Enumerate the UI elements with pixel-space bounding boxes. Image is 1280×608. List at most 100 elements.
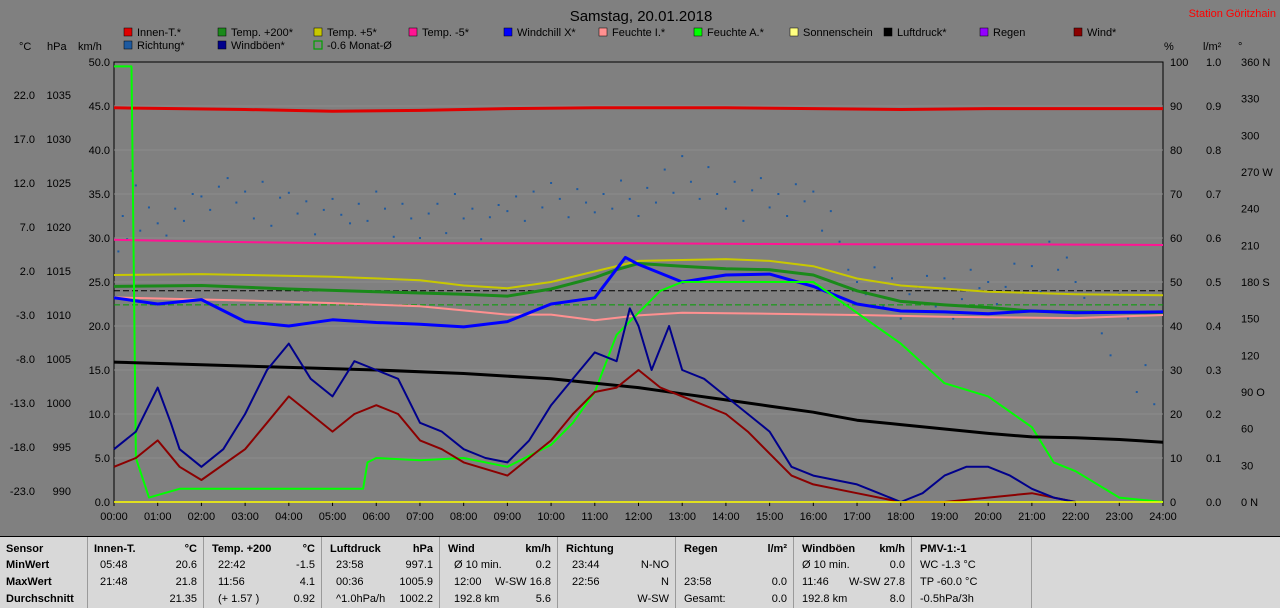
stats-header-cell: l/m²: [767, 543, 787, 555]
stats-cell: 22:42: [218, 559, 246, 571]
direction-point: [427, 212, 430, 215]
pressure-tick-label: 1020: [47, 222, 71, 234]
stats-footer: Sensor MinWert MaxWert Durchschnitt Innen-T.…: [0, 536, 1280, 608]
humidity-tick-label: 90: [1170, 101, 1182, 113]
stats-panel: Richtung 23:44 N-NO 22:56 N W-SW: [558, 537, 676, 608]
direction-point: [209, 208, 212, 211]
x-tick-label: 18:00: [887, 511, 915, 523]
direction-point: [410, 217, 413, 220]
legend-feuchte-i-swatch: [598, 27, 608, 37]
temp-tick-label: -13.0: [10, 398, 35, 410]
direction-point: [646, 186, 649, 189]
x-tick-label: 19:00: [931, 511, 959, 523]
legend-wind-swatch: [1073, 27, 1083, 37]
stats-cell: W-SW: [637, 593, 669, 605]
direction-point: [200, 195, 203, 198]
stats-row: 11:46 W-SW 27.8: [794, 574, 911, 591]
x-tick-label: 23:00: [1106, 511, 1134, 523]
stats-row: -0.5hPa/3h: [912, 591, 1031, 608]
stats-header-row: Luftdruck hPa: [322, 541, 439, 558]
direction-tick-label: 270 W: [1241, 167, 1273, 179]
direction-point: [1153, 403, 1156, 406]
stats-cell: 12:00: [454, 576, 482, 588]
pressure-tick-label: 990: [53, 486, 71, 498]
wind-tick-label: 30.0: [89, 233, 110, 245]
legend-luftdruck-label: Luftdruck*: [897, 27, 947, 39]
rain-tick-label: 0.1: [1206, 453, 1221, 465]
direction-point: [558, 197, 561, 200]
direction-tick-label: 210: [1241, 240, 1259, 252]
rain-tick-label: 0.0: [1206, 497, 1221, 509]
x-tick-label: 11:00: [581, 511, 608, 523]
stats-cell: 00:36: [336, 576, 364, 588]
legend-windchill-x-label: Windchill X*: [517, 27, 576, 39]
humidity-tick-label: 60: [1170, 233, 1182, 245]
x-tick-label: 20:00: [974, 511, 1002, 523]
direction-point: [305, 200, 308, 203]
stats-cell: 1005.9: [399, 576, 433, 588]
direction-point: [987, 281, 990, 283]
direction-point: [314, 233, 317, 236]
legend-sonnenschein-swatch: [789, 27, 799, 37]
direction-tick-label: 60: [1241, 424, 1253, 436]
stats-panel: Wind km/h Ø 10 min. 0.2 12:00 W-SW 16.8 192.8 …: [440, 537, 558, 608]
series-windchill-x: [113, 255, 1164, 329]
direction-point: [1039, 290, 1042, 293]
stats-cell: ^1.0hPa/h: [336, 593, 386, 605]
temp-tick-label: 2.0: [20, 266, 35, 278]
direction-point: [803, 200, 806, 203]
x-tick-label: 22:00: [1062, 511, 1090, 523]
x-tick-label: 07:00: [406, 511, 434, 523]
direction-point: [506, 210, 509, 213]
temp-tick-label: -3.0: [16, 310, 35, 322]
legend-temp-5-label: Temp. -5*: [422, 27, 470, 39]
temp-tick-label: 22.0: [14, 90, 35, 102]
direction-point: [550, 182, 553, 184]
direction-point: [882, 305, 885, 308]
temp-tick-label: -18.0: [10, 442, 35, 454]
direction-point: [1100, 332, 1103, 335]
stats-cell: 05:48: [100, 559, 128, 571]
direction-point: [602, 193, 605, 195]
direction-tick-label: 360 N: [1241, 57, 1270, 69]
wind-tick-label: 45.0: [89, 101, 110, 113]
direction-point: [838, 240, 841, 243]
stats-row: MaxWert: [0, 574, 87, 591]
direction-point: [322, 208, 325, 211]
humidity-tick-label: 10: [1170, 453, 1182, 465]
stats-row: TP -60.0 °C: [912, 574, 1031, 591]
stats-cell: Ø 10 min.: [802, 559, 850, 571]
pressure-tick-label: 1015: [47, 266, 71, 278]
stats-panel: Regen l/m² 23:58 0.0 Gesamt: 0.0: [676, 537, 794, 608]
direction-point: [121, 215, 124, 217]
stats-cell: 1002.2: [399, 593, 433, 605]
direction-point: [786, 215, 789, 217]
series-wind: [113, 369, 1076, 503]
direction-point: [383, 207, 386, 210]
stats-row: Gesamt: 0.0: [676, 591, 793, 608]
direction-point: [392, 235, 395, 238]
x-tick-label: 21:00: [1018, 511, 1046, 523]
direction-point: [759, 177, 762, 180]
direction-tick-label: 330: [1241, 94, 1259, 106]
stats-cell: 997.1: [405, 559, 433, 571]
direction-point: [1004, 285, 1007, 288]
legend: Innen-T.* Temp. +200* Temp. +5* Temp. -5* Wi…: [123, 27, 1117, 52]
legend-temp-5-label: Temp. +5*: [327, 27, 378, 39]
pressure-tick-label: 1005: [47, 354, 71, 366]
stats-header-cell: Temp. +200: [212, 543, 272, 555]
pressure-tick-label: 995: [53, 442, 71, 454]
stats-row: 192.8 km 5.6: [440, 591, 557, 608]
series-windb-en: [113, 307, 1076, 503]
direction-tick-label: 150: [1241, 314, 1259, 326]
stats-row: (+ 1.57 ) 0.92: [204, 591, 321, 608]
stats-panel: Innen-T. °C 05:48 20.6 21:48 21.8 21.35: [88, 537, 204, 608]
stats-header-cell: km/h: [525, 543, 551, 555]
legend-temp-5-swatch: [408, 27, 418, 37]
humidity-tick-label: 0: [1170, 497, 1176, 509]
direction-point: [637, 215, 640, 217]
direction-point: [1057, 268, 1060, 271]
x-tick-label: 02:00: [188, 511, 216, 523]
stats-row: 12:00 W-SW 16.8: [440, 574, 557, 591]
x-tick-label: 08:00: [450, 511, 478, 523]
